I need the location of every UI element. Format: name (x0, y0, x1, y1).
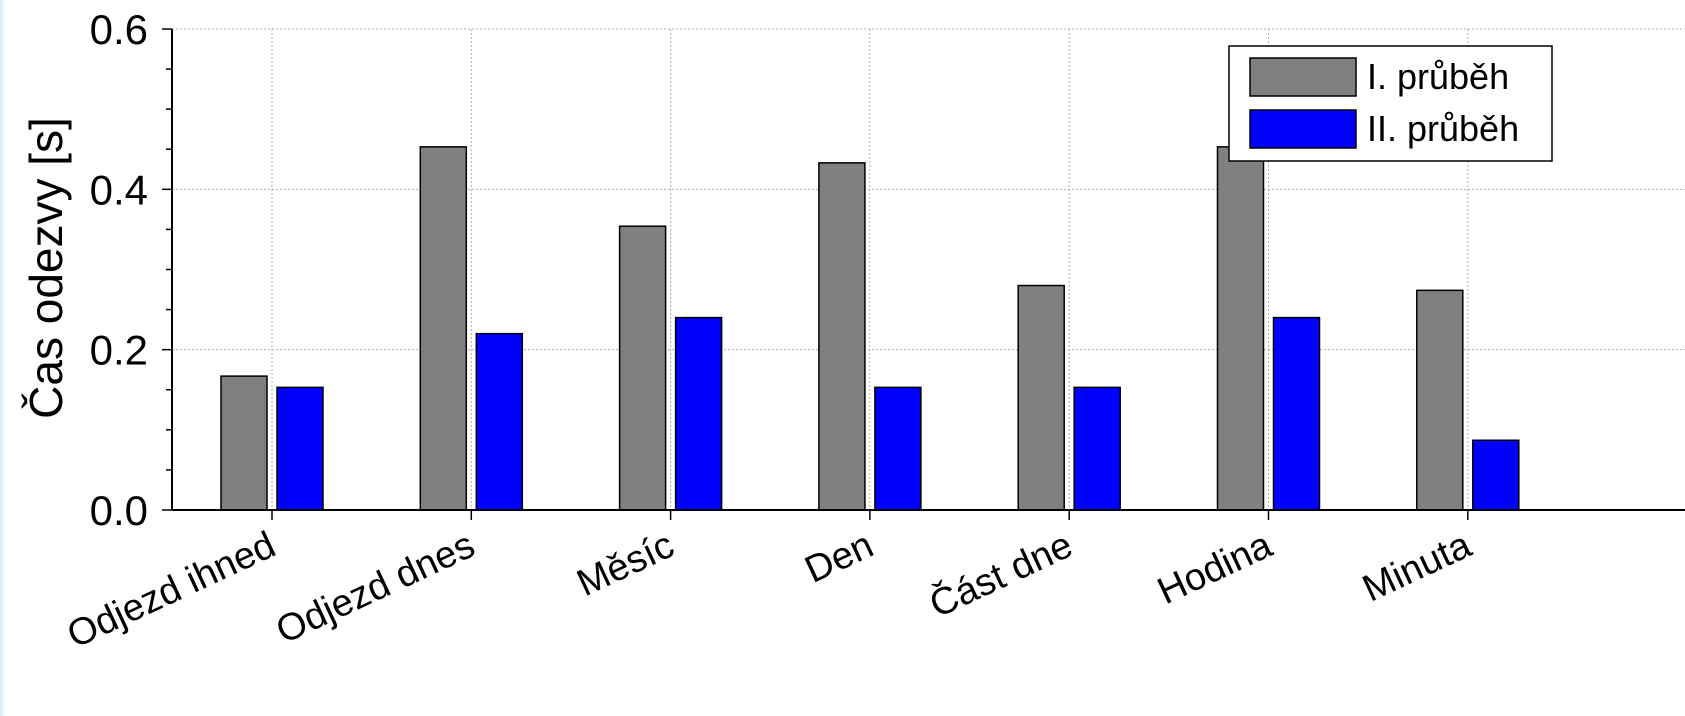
y-tick-labels: 0.0 0.2 0.4 0.6 (90, 6, 148, 534)
x-tick-label: Odjezd dnes (270, 524, 481, 652)
x-tick-label: Část dne (923, 522, 1079, 626)
bar-series1 (220, 375, 268, 511)
x-tick-label: Měsíc (571, 524, 681, 605)
y-tick-label: 0.2 (90, 327, 148, 374)
bar-series2 (475, 332, 524, 511)
legend-label: II. průběh (1367, 108, 1519, 149)
bar-series1 (1017, 284, 1065, 511)
x-tick-label: Odjezd ihned (61, 524, 282, 657)
x-tick-label: Den (799, 524, 880, 592)
y-tick-label: 0.4 (90, 166, 148, 213)
y-axis-label: Čas odezvy [s] (20, 117, 72, 419)
bar-series1 (419, 146, 468, 511)
y-tick-label: 0.0 (90, 487, 148, 534)
bar-series2 (1472, 439, 1520, 511)
legend-swatch (1249, 109, 1357, 149)
legend-swatch (1249, 57, 1357, 97)
bar-series2 (1073, 386, 1121, 511)
left-edge-decoration (0, 0, 6, 716)
bar-series2 (276, 386, 324, 511)
bar-series1 (1216, 146, 1265, 511)
legend-label: I. průběh (1367, 56, 1509, 97)
bar-series2 (1272, 316, 1321, 511)
bars (220, 146, 1520, 511)
x-tick-label: Hodina (1151, 524, 1279, 613)
bar-series1 (1416, 289, 1464, 511)
bar-series2 (874, 386, 922, 511)
x-tick-label: Minuta (1356, 524, 1478, 611)
axes (162, 28, 1685, 520)
bar-series2 (674, 316, 723, 511)
y-tick-label: 0.6 (90, 6, 148, 53)
bar-series1 (618, 225, 667, 511)
bar-series1 (818, 162, 866, 511)
legend: I. průběh II. průběh (1228, 45, 1553, 162)
